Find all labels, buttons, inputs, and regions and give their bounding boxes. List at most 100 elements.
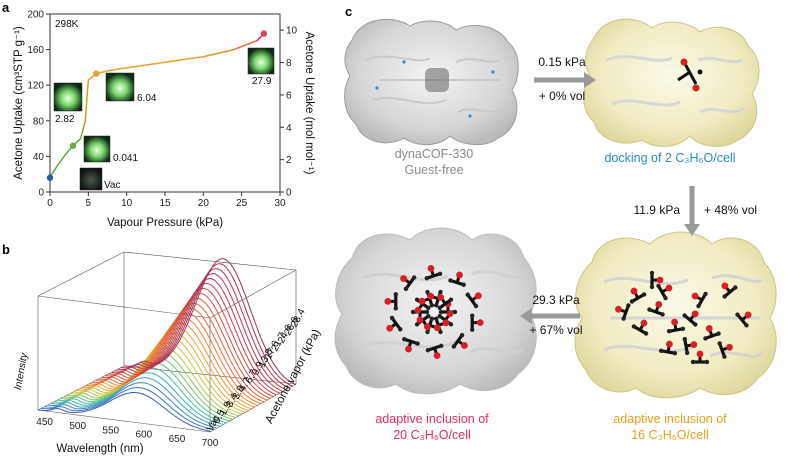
spectrum-line — [41, 387, 214, 430]
spectrum-line — [111, 277, 284, 393]
acetone-molecule — [721, 282, 738, 299]
isotherm-marker — [260, 30, 268, 37]
frame-edge — [37, 251, 125, 297]
b-x-tick-label: 450 — [36, 417, 53, 428]
acetone-molecules-2 — [677, 58, 703, 92]
inset-label-282: 2.82 — [55, 114, 75, 125]
transition-1-pressure: 0.15 kPa — [538, 55, 586, 69]
panel-b-spectra-chart: Vac0.51.93.43.84.76.79.913.817.621.724.6… — [13, 251, 323, 455]
plot-frame — [49, 13, 281, 193]
panel-c-label: c — [345, 4, 352, 19]
acetone-molecules-20 — [384, 264, 484, 360]
frame-edge — [123, 251, 297, 271]
acetone-molecule — [451, 332, 468, 349]
isotherm-marker — [69, 142, 77, 149]
isotherm-segment — [50, 164, 59, 176]
y2-tick-label: 6 — [286, 90, 292, 101]
spectrum-line — [120, 263, 294, 387]
isotherm-marker — [46, 174, 54, 181]
y-tick-label: 40 — [33, 152, 45, 163]
state-label-4-line1: adaptive inclusion of — [375, 412, 489, 426]
acetone-molecule — [425, 343, 444, 360]
acetone-molecule — [647, 301, 665, 317]
frame-edge — [209, 383, 297, 433]
acetone-molecule — [437, 293, 454, 311]
transition-arrow-2: 11.9 kPa + 48% vol — [634, 186, 757, 236]
spectrum-line — [47, 377, 220, 427]
state-label-3-line2: 16 C₃H₆O/cell — [631, 428, 709, 442]
b-x-tick-label: 550 — [102, 425, 119, 436]
transition-1-volume: + 0% vol — [539, 89, 585, 103]
state-label-1-line2: Guest-free — [404, 163, 463, 177]
frame-edge — [37, 409, 211, 433]
inset-279: 27.9 — [247, 47, 275, 87]
legend-value: 28.4 — [289, 307, 308, 330]
y-axis-label: Acetone Uptake (cm³STP g⁻¹) — [13, 26, 25, 180]
inset-label-vac: Vac — [104, 180, 121, 191]
acetone-molecule — [384, 292, 398, 311]
isotherm-segment — [171, 55, 205, 62]
frame-edge — [37, 365, 125, 411]
b-x-tick-label: 700 — [202, 438, 219, 449]
transition-arrow-3: 29.3 kPa + 67% vol — [520, 293, 583, 337]
cof-structure-guest-free — [344, 18, 519, 145]
state-label-3-line1: adaptive inclusion of — [613, 412, 727, 426]
isotherm-segment — [79, 120, 87, 140]
b-x-tick-label: 500 — [69, 421, 86, 432]
y2-tick-label: 8 — [286, 58, 292, 69]
y2-tick-label: 0 — [286, 188, 292, 199]
y-tick-label: 160 — [27, 45, 44, 56]
x-tick-label: 15 — [159, 198, 171, 209]
isotherm-segment — [110, 64, 143, 71]
acetone-molecule — [448, 271, 466, 287]
inset-vac: Vac — [79, 167, 121, 191]
acetone-molecule — [666, 318, 686, 334]
inset-label-604: 6.04 — [137, 93, 157, 104]
cof-structure-docking-2 — [583, 18, 760, 147]
frame-edge — [209, 269, 297, 319]
acetone-molecule — [386, 315, 403, 332]
b-x-axis-label: Wavelength (nm) — [56, 443, 143, 455]
inset-label-279: 27.9 — [252, 76, 272, 87]
temperature-label: 298K — [55, 19, 79, 30]
y-tick-label: 80 — [33, 116, 45, 127]
spectrum-line — [37, 392, 211, 432]
acetone-molecule — [470, 313, 484, 332]
spectrum-line — [123, 258, 297, 386]
acetone-molecule — [465, 292, 482, 309]
x-tick-label: 0 — [47, 198, 53, 209]
acetone-molecule — [717, 341, 733, 359]
isotherm-segment — [84, 79, 90, 122]
cof-structure-inclusion-20 — [334, 227, 537, 395]
acetone-molecule — [691, 291, 708, 309]
acetone-molecule — [629, 287, 647, 304]
y2-tick-label: 4 — [286, 123, 292, 134]
acetone-molecule — [631, 319, 649, 336]
isotherm-segment — [141, 60, 174, 67]
panel-c-schematic: dynaCOF-330 Guest-free docking of 2 C₃H₆… — [334, 18, 777, 442]
state-label-4-line2: 20 C₃H₆O/cell — [393, 428, 471, 442]
transition-3-pressure: 29.3 kPa — [532, 293, 580, 307]
acetone-molecule — [682, 336, 698, 356]
spectrum-line — [114, 273, 287, 391]
state-label-2: docking of 2 C₃H₆O/cell — [604, 151, 735, 165]
y-tick-label: 0 — [38, 188, 44, 199]
acetone-molecule — [402, 337, 420, 353]
y2-axis-label: Acetone Uptake (mol mol⁻¹) — [303, 32, 315, 175]
acetone-molecule — [682, 310, 699, 327]
acetone-molecule — [400, 275, 417, 292]
spectrum-line — [117, 268, 290, 389]
acetone-molecule — [658, 340, 678, 356]
acetone-molecule — [703, 325, 721, 341]
acetone-molecule — [690, 350, 710, 365]
x-tick-label: 30 — [274, 198, 286, 209]
panel-a-label: a — [2, 0, 10, 15]
y-tick-label: 120 — [27, 81, 44, 92]
acetone-molecule — [424, 264, 443, 281]
panel-b-label: b — [2, 242, 10, 257]
y2-tick-label: 10 — [286, 26, 298, 37]
b-y-axis-label: Intensity — [13, 351, 30, 391]
state-label-1-line1: dynaCOF-330 — [395, 147, 474, 161]
